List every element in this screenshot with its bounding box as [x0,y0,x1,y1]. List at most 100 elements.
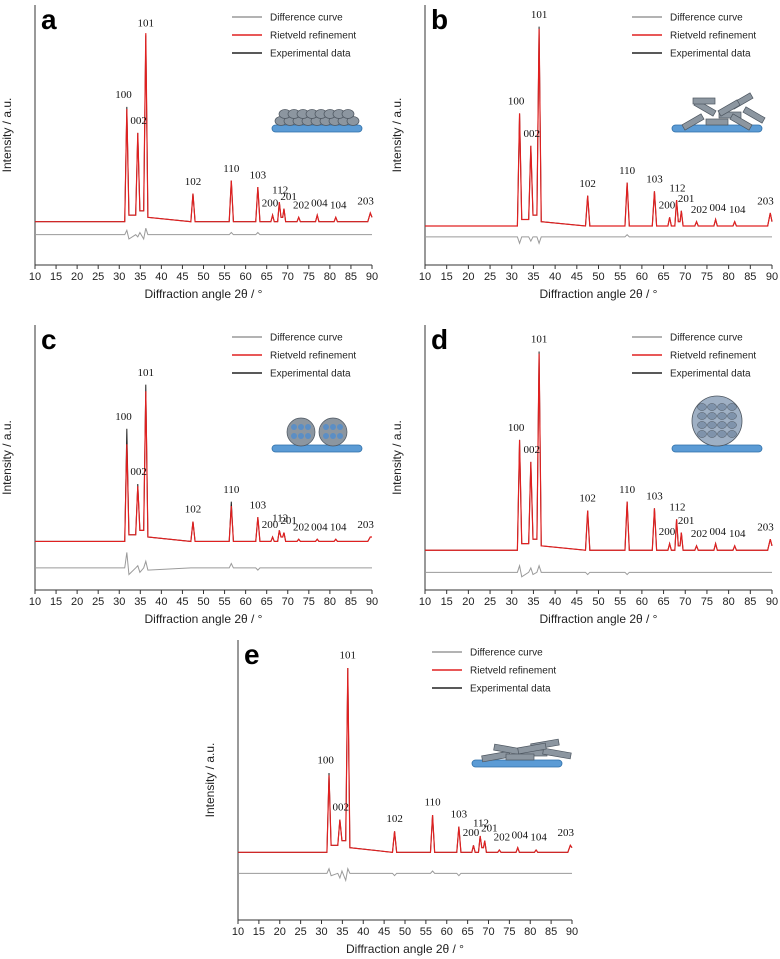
legend-label: Experimental data [270,49,351,60]
x-tick-label: 65 [657,596,669,608]
legend-label: Rietveld refinement [270,351,356,362]
x-tick-label: 55 [218,596,230,608]
grain [727,421,737,429]
x-axis-label: Diffraction angle 2θ / ° [540,612,658,626]
x-tick-label: 10 [232,926,244,938]
panel: 10 15 20 25 30 35 40 45 50 55 60 65 70 75 80 85 90 Diffra… [0,4,378,301]
x-tick-label: 90 [366,271,378,283]
peak-label: 100 [508,422,525,434]
x-tick-label: 25 [92,271,104,283]
rod [692,97,716,105]
grain [298,424,304,430]
particle [341,109,355,119]
substrate [271,444,363,453]
grain [305,424,311,430]
panel-letter: e [244,639,260,670]
panel-letter: a [41,4,57,35]
peak-label: 201 [280,191,297,203]
x-axis-label: Diffraction angle 2θ / ° [540,287,658,301]
peak-label: 202 [691,204,708,216]
peak-label: 203 [357,195,374,207]
peak-label: 004 [710,526,727,538]
x-tick-label: 20 [71,271,83,283]
x-tick-label: 40 [155,596,167,608]
rod [505,753,535,761]
grain [323,424,329,430]
grain [727,403,737,411]
x-tick-label: 75 [503,926,515,938]
x-tick-label: 25 [484,271,496,283]
grain [717,421,727,429]
peak-label: 101 [531,334,548,346]
x-tick-label: 75 [303,271,315,283]
panel: 10 15 20 25 30 35 40 45 50 55 60 65 70 75 80 85 90 Diffra… [390,4,778,301]
x-tick-label: 30 [113,271,125,283]
grain [337,424,343,430]
x-tick-label: 60 [636,271,648,283]
series-line [425,563,772,578]
x-tick-label: 65 [261,271,273,283]
x-tick-label: 65 [462,926,474,938]
peak-label: 203 [757,195,774,207]
legend-label: Experimental data [670,49,751,60]
peak-label: 202 [293,521,310,533]
x-tick-label: 25 [295,926,307,938]
x-tick-label: 90 [766,271,778,283]
x-tick-label: 35 [527,596,539,608]
peak-label: 104 [530,832,547,844]
legend-label: Rietveld refinement [470,666,556,677]
peak-label: 201 [678,193,695,205]
x-tick-label: 85 [744,596,756,608]
grain [291,433,297,439]
x-tick-label: 50 [592,271,604,283]
grain [697,430,707,438]
x-tick-label: 15 [50,596,62,608]
y-axis-label: Intensity / a.u. [203,743,217,818]
peak-label: 103 [250,499,267,511]
x-tick-label: 70 [679,596,691,608]
grain [697,403,707,411]
x-tick-label: 45 [176,596,188,608]
x-tick-label: 80 [324,271,336,283]
panel: 10 15 20 25 30 35 40 45 50 55 60 65 70 75 80 85 90 Diffra… [0,324,378,626]
grain [697,412,707,420]
x-tick-label: 20 [462,271,474,283]
panel: 10 15 20 25 30 35 40 45 50 55 60 65 70 75 80 85 90 Diffra… [203,639,578,956]
x-tick-label: 75 [701,596,713,608]
panel-letter: b [431,4,448,35]
grain [707,421,717,429]
x-tick-label: 40 [155,271,167,283]
grain [717,412,727,420]
grain [717,403,727,411]
x-tick-label: 80 [324,596,336,608]
x-tick-label: 90 [766,596,778,608]
peak-label: 112 [272,513,288,525]
grain [323,433,329,439]
peak-label: 200 [659,200,676,212]
x-tick-label: 60 [240,596,252,608]
x-tick-label: 40 [549,271,561,283]
grain [727,430,737,438]
peak-label: 202 [494,832,511,844]
peak-label: 002 [130,466,147,478]
x-tick-label: 35 [336,926,348,938]
x-tick-label: 45 [378,926,390,938]
x-tick-label: 30 [315,926,327,938]
x-axis-label: Diffraction angle 2θ / ° [145,287,263,301]
aggregate [318,417,348,447]
x-tick-label: 65 [657,271,669,283]
aggregate [691,395,743,447]
x-tick-label: 45 [571,596,583,608]
x-tick-label: 85 [744,271,756,283]
rod [717,99,741,117]
peak-label: 103 [250,169,267,181]
x-tick-label: 20 [274,926,286,938]
x-tick-label: 15 [50,271,62,283]
x-tick-label: 65 [261,596,273,608]
aggregate [286,417,316,447]
x-tick-label: 25 [92,596,104,608]
x-tick-label: 55 [420,926,432,938]
panel-letter: d [431,324,448,355]
legend-label: Experimental data [670,369,751,380]
x-tick-label: 80 [723,271,735,283]
